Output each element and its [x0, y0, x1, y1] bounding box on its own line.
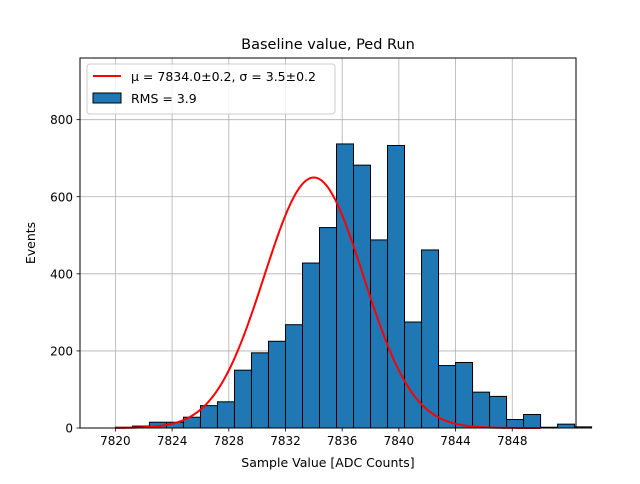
fit-curve-layer: [115, 176, 541, 429]
histogram-bar: [336, 143, 355, 429]
y-tick-label: 200: [50, 344, 73, 358]
x-tick-label: 7840: [384, 434, 415, 448]
histogram-bar: [574, 426, 593, 429]
gaussian-fit-line: [115, 176, 541, 429]
histogram-bar: [250, 352, 269, 429]
y-axis-label: Events: [23, 222, 38, 264]
histogram-bar: [216, 401, 235, 429]
axes-frame: [79, 57, 577, 429]
x-axis-label: Sample Value [ADC Counts]: [241, 455, 414, 470]
histogram-bar: [233, 369, 252, 429]
histogram-bar: [472, 391, 491, 429]
histogram-bar: [301, 262, 320, 429]
x-tick-label: 7820: [100, 434, 131, 448]
histogram-bar: [506, 419, 525, 429]
histogram-bar: [387, 144, 406, 429]
x-tick-label: 7844: [440, 434, 471, 448]
histogram-bar: [353, 164, 372, 429]
legend-fit-label: μ = 7834.0±0.2, σ = 3.5±0.2: [131, 69, 316, 84]
x-tick-label: 7828: [214, 434, 245, 448]
histogram-bar: [421, 249, 440, 429]
histogram-bar: [199, 405, 218, 429]
histogram-bar: [370, 239, 389, 429]
histogram-bar: [489, 395, 508, 429]
histogram-bar: [284, 324, 303, 429]
y-tick-label: 0: [65, 422, 73, 436]
x-tick-label: 7832: [270, 434, 301, 448]
x-tick-label: 7836: [327, 434, 358, 448]
legend-histogram-swatch: [92, 92, 122, 104]
y-tick-label: 800: [50, 113, 73, 127]
legend: μ = 7834.0±0.2, σ = 3.5±0.2 RMS = 3.9: [86, 63, 336, 115]
y-tick-label: 600: [50, 190, 73, 204]
y-axis-ticks: 0 200 400 600 800: [50, 113, 80, 436]
legend-box: [86, 63, 336, 115]
histogram-bar: [523, 414, 542, 429]
histogram-bar: [455, 361, 474, 429]
histogram-bar: [318, 227, 338, 429]
histogram-bar: [267, 340, 286, 429]
x-axis-ticks: 7820 7824 7828 7832 7836 7840 7844 7848: [100, 428, 528, 448]
x-tick-label: 7848: [497, 434, 528, 448]
legend-histogram-label: RMS = 3.9: [131, 91, 197, 106]
x-tick-label: 7824: [157, 434, 188, 448]
histogram-bar: [557, 423, 576, 429]
y-tick-label: 400: [50, 267, 73, 281]
chart-title: Baseline value, Ped Run: [241, 37, 415, 53]
histogram-bar: [404, 321, 423, 429]
